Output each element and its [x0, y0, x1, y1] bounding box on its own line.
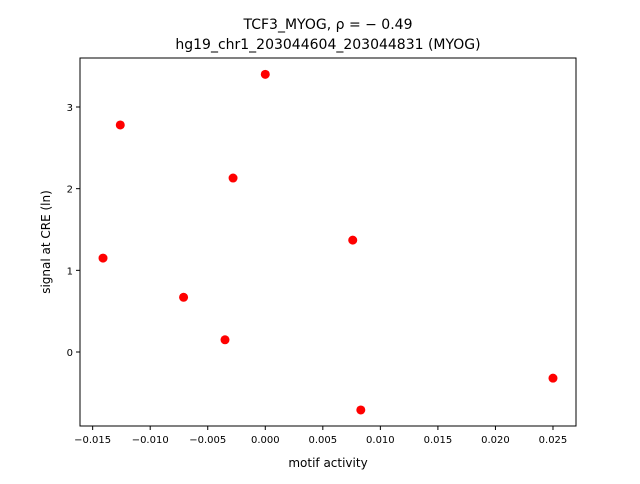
x-tick-label: 0.020: [481, 435, 510, 446]
chart-title-line1: TCF3_MYOG, ρ = − 0.49: [243, 17, 413, 33]
data-point: [260, 69, 270, 79]
data-point: [220, 335, 230, 345]
y-tick-label: 1: [67, 266, 73, 277]
x-tick-label: 0.000: [251, 435, 280, 446]
data-point: [356, 405, 366, 415]
x-tick-label: 0.005: [309, 435, 338, 446]
y-tick-label: 0: [67, 348, 73, 359]
x-tick-label: −0.015: [74, 435, 111, 446]
data-point: [228, 173, 238, 183]
x-tick-label: −0.005: [189, 435, 226, 446]
data-point: [115, 120, 125, 130]
x-tick-label: 0.015: [424, 435, 453, 446]
y-axis-label: signal at CRE (ln): [39, 190, 53, 294]
chart-title-line2: hg19_chr1_203044604_203044831 (MYOG): [175, 37, 480, 53]
data-point: [179, 292, 189, 302]
x-tick-label: −0.010: [132, 435, 169, 446]
x-tick-label: 0.025: [539, 435, 568, 446]
data-point: [98, 253, 108, 263]
data-point: [348, 235, 358, 245]
x-axis-label: motif activity: [288, 456, 367, 470]
x-tick-label: 0.010: [366, 435, 395, 446]
data-point: [548, 373, 558, 383]
plot-area: [79, 57, 577, 427]
y-tick-label: 2: [67, 185, 73, 196]
y-tick-label: 3: [67, 103, 73, 114]
